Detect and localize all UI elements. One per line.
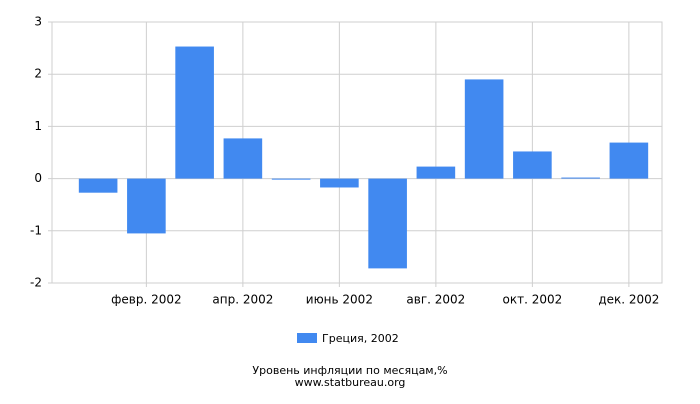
- bar: [416, 166, 456, 179]
- chart-subtitle: www.statbureau.org: [295, 376, 406, 389]
- y-tick-label: -1: [30, 223, 42, 237]
- bar: [513, 151, 552, 179]
- x-tick-label: авг. 2002: [406, 293, 465, 307]
- x-tick-label: февр. 2002: [111, 293, 182, 307]
- chart-title: Уровень инфляции по месяцам,%: [252, 364, 447, 377]
- bar: [127, 178, 166, 234]
- plot-frame: [51, 21, 663, 284]
- y-tick-label: 3: [34, 15, 42, 29]
- bar: [223, 138, 263, 179]
- legend-swatch: [297, 333, 317, 343]
- bar: [271, 178, 311, 180]
- y-tick-label: -2: [30, 276, 42, 290]
- y-tick-label: 1: [34, 119, 42, 133]
- legend-label: Греция, 2002: [322, 332, 399, 345]
- bar: [320, 178, 359, 188]
- y-tick-label: 2: [34, 67, 42, 81]
- bar: [175, 46, 214, 179]
- y-tick-label: 0: [34, 171, 42, 185]
- x-tick-label: апр. 2002: [212, 293, 273, 307]
- bar: [561, 177, 600, 179]
- x-tick-label: дек. 2002: [598, 293, 659, 307]
- bar: [464, 79, 504, 179]
- bar: [78, 178, 118, 193]
- x-tick-label: окт. 2002: [503, 293, 563, 307]
- bar: [609, 142, 649, 179]
- x-tick-label: июнь 2002: [306, 293, 373, 307]
- bar: [368, 178, 407, 269]
